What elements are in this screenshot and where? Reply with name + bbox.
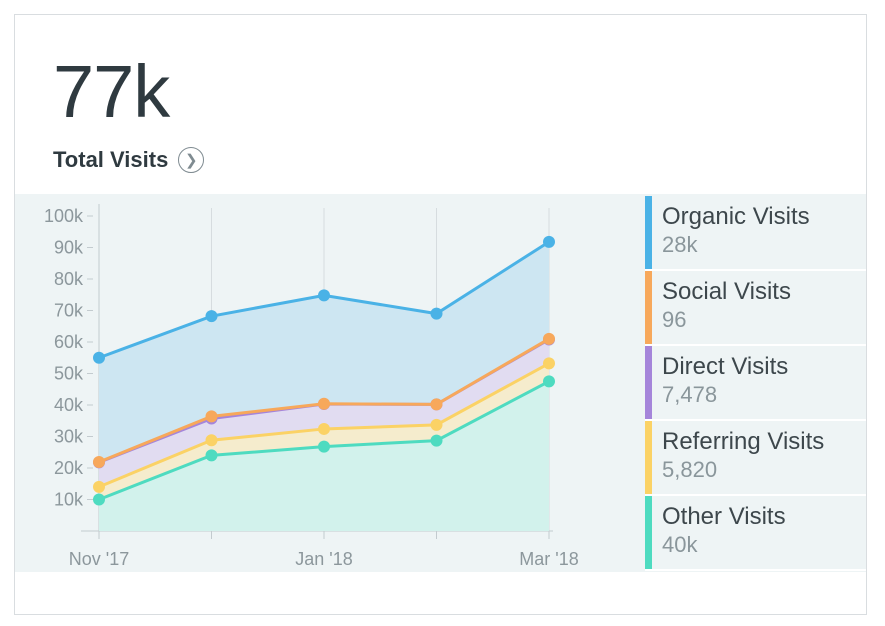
y-tick-label: 60k — [54, 332, 84, 352]
legend-value: 96 — [662, 306, 687, 332]
y-tick-label: 90k — [54, 238, 84, 258]
legend-value: 7,478 — [662, 381, 718, 407]
chart-legend: Organic Visits 28k Social Visits 96 Dire… — [645, 196, 866, 571]
y-tick-label: 80k — [54, 269, 84, 289]
legend-name: Social Visits — [662, 278, 791, 305]
data-point-referring-visits — [430, 418, 443, 431]
data-point-other-visits — [318, 440, 330, 453]
total-visits-link[interactable]: Total Visits ❯ — [53, 147, 205, 173]
total-visits-label: Total Visits — [53, 147, 169, 172]
x-tick-label: Mar '18 — [519, 549, 578, 569]
data-point-organic-visits — [430, 307, 443, 320]
data-point-other-visits — [93, 493, 105, 506]
data-point-social-visits — [543, 332, 555, 345]
legend-name: Organic Visits — [662, 203, 810, 230]
y-tick-label: 50k — [54, 364, 84, 384]
data-point-other-visits — [543, 375, 555, 388]
legend-swatch — [645, 196, 652, 269]
legend-name: Referring Visits — [662, 428, 825, 455]
legend-name: Other Visits — [662, 503, 786, 530]
chevron-right-icon[interactable]: ❯ — [178, 147, 205, 173]
data-point-referring-visits — [93, 480, 105, 493]
data-point-social-visits — [430, 398, 443, 411]
legend-item-organic[interactable]: Organic Visits 28k — [645, 196, 866, 271]
area-fill-organic-visits — [99, 241, 549, 463]
area-fill-direct-visits — [99, 339, 549, 487]
y-tick-label: 10k — [54, 490, 84, 510]
legend-item-direct[interactable]: Direct Visits 7,478 — [645, 346, 866, 421]
legend-name: Direct Visits — [662, 353, 789, 380]
legend-item-social[interactable]: Social Visits 96 — [645, 271, 866, 346]
legend-item-other[interactable]: Other Visits 40k — [645, 496, 866, 571]
total-visits-value: 77k — [53, 50, 170, 133]
data-point-other-visits — [430, 434, 443, 447]
y-tick-label: 30k — [54, 427, 84, 447]
area-fill-other-visits — [99, 381, 549, 531]
data-point-social-visits — [205, 410, 218, 423]
y-tick-label: 70k — [54, 301, 84, 321]
legend-value: 5,820 — [662, 456, 718, 482]
legend-swatch — [645, 271, 652, 344]
data-point-social-visits — [318, 397, 330, 410]
visits-area-chart: 10k 20k 30k 40k 50k 60k 70k 80k 90k 100k Nov '17 Ja… — [44, 204, 579, 569]
x-tick-label: Jan '18 — [295, 549, 352, 569]
y-tick-label: 20k — [54, 458, 84, 478]
data-point-organic-visits — [93, 351, 105, 364]
legend-value: 28k — [662, 231, 698, 257]
data-point-referring-visits — [205, 434, 218, 447]
legend-swatch — [645, 421, 652, 494]
legend-item-referring[interactable]: Referring Visits 5,820 — [645, 421, 866, 496]
data-point-referring-visits — [318, 422, 330, 435]
legend-value: 40k — [662, 531, 698, 557]
visits-card: 77k Total Visits ❯ 10k 20k 30k 40k 50k 60k 70k… — [14, 14, 867, 615]
x-tick-label: Nov '17 — [69, 549, 129, 569]
data-point-other-visits — [205, 449, 218, 462]
data-point-organic-visits — [205, 310, 218, 323]
legend-swatch — [645, 346, 652, 419]
data-point-social-visits — [93, 456, 105, 469]
y-tick-label: 100k — [44, 206, 84, 226]
data-point-organic-visits — [543, 235, 555, 248]
y-tick-label: 40k — [54, 395, 84, 415]
data-point-organic-visits — [318, 289, 330, 302]
data-point-referring-visits — [543, 357, 555, 370]
legend-swatch — [645, 496, 652, 569]
